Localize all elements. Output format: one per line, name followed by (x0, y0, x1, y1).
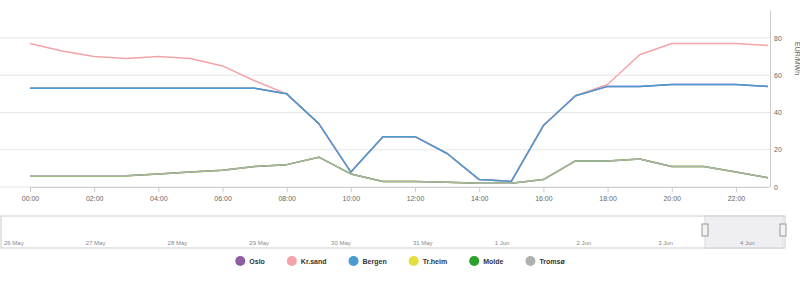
x-tick-label: 04:00 (150, 195, 168, 202)
navigator-date: 31 May (413, 240, 433, 246)
x-tick: 10:00 (343, 187, 361, 202)
legend-item[interactable]: Molde (469, 256, 503, 266)
x-axis: 00:00 02:00 04:00 06:00 08:00 10:00 12:00 14:00… (22, 187, 769, 202)
legend: Oslo Kr.sand Bergen Tr.heim Molde Tromsø (235, 256, 565, 266)
navigator-date: 28 May (168, 240, 188, 246)
legend-item[interactable]: Tromsø (525, 256, 565, 266)
grid-line (0, 187, 770, 188)
x-tick-mark (736, 187, 737, 192)
navigator-selection[interactable] (705, 216, 783, 248)
x-tick-label: 02:00 (86, 195, 104, 202)
legend-item[interactable]: Oslo (235, 256, 265, 266)
legend-swatch (235, 256, 245, 266)
x-tick: 18:00 (599, 187, 617, 202)
series-line (30, 44, 768, 182)
x-tick-mark (94, 187, 95, 192)
navigator-date: 3 Jun (658, 240, 673, 246)
navigator-handle[interactable] (780, 224, 786, 236)
series-line (30, 157, 768, 183)
legend-label: Oslo (249, 258, 265, 265)
y-tick: 0 (770, 184, 778, 191)
y-tick: 40 (770, 109, 782, 116)
navigator-date: 4 Jun (740, 240, 755, 246)
grid-line (0, 37, 770, 38)
legend-swatch (409, 256, 419, 266)
y-tick-label: 40 (774, 109, 782, 116)
legend-item[interactable]: Tr.heim (409, 256, 448, 266)
x-tick: 02:00 (86, 187, 104, 202)
x-tick-mark (351, 187, 352, 192)
navigator[interactable]: 26 May 27 May 28 May 29 May 30 May 31 May 1 Ju… (1, 216, 786, 248)
legend-label: Tromsø (539, 258, 565, 265)
navigator-date: 29 May (249, 240, 269, 246)
x-axis-line (31, 187, 769, 188)
y-axis: 0 20 40 60 80 (770, 11, 782, 191)
x-tick: 06:00 (214, 187, 232, 202)
navigator-date: 26 May (4, 240, 24, 246)
x-tick-mark (287, 187, 288, 192)
x-tick-mark (223, 187, 224, 192)
grid-line (0, 75, 770, 76)
navigator-frame (1, 216, 785, 248)
x-tick-label: 14:00 (471, 195, 489, 202)
x-tick-mark (479, 187, 480, 192)
y-tick-label: 0 (774, 184, 778, 191)
y-tick-label: 60 (774, 72, 782, 79)
x-tick-mark (543, 187, 544, 192)
navigator-handle[interactable] (702, 224, 708, 236)
x-tick-mark (158, 187, 159, 192)
y-axis-title: EUR/MWh (794, 42, 800, 75)
series-line (30, 157, 768, 183)
x-tick-label: 22:00 (728, 195, 746, 202)
legend-item[interactable]: Bergen (349, 256, 387, 266)
x-tick-mark (608, 187, 609, 192)
navigator-date: 1 Jun (495, 240, 510, 246)
series-line (30, 157, 768, 183)
x-tick-mark (672, 187, 673, 192)
x-tick-label: 18:00 (599, 195, 617, 202)
legend-swatch (349, 256, 359, 266)
legend-label: Molde (483, 258, 503, 265)
legend-swatch (469, 256, 479, 266)
legend-label: Bergen (363, 258, 387, 266)
x-tick: 00:00 (22, 187, 40, 202)
y-tick: 20 (770, 146, 782, 153)
x-tick-label: 12:00 (407, 195, 425, 202)
x-tick-label: 00:00 (22, 195, 40, 202)
x-tick: 08:00 (278, 187, 296, 202)
navigator-date: 2 Jun (576, 240, 591, 246)
y-tick-label: 80 (774, 35, 782, 42)
x-tick-label: 16:00 (535, 195, 553, 202)
x-tick: 14:00 (471, 187, 489, 202)
legend-swatch (287, 256, 297, 266)
x-tick-mark (415, 187, 416, 192)
legend-swatch (525, 256, 535, 266)
legend-label: Kr.sand (301, 258, 327, 265)
navigator-date: 30 May (331, 240, 351, 246)
x-tick: 22:00 (728, 187, 746, 202)
navigator-date: 27 May (86, 240, 106, 246)
y-tick: 60 (770, 72, 782, 79)
x-tick-label: 10:00 (343, 195, 361, 202)
legend-item[interactable]: Kr.sand (287, 256, 327, 266)
x-tick: 04:00 (150, 187, 168, 202)
y-tick-label: 20 (774, 146, 782, 153)
x-tick-label: 20:00 (663, 195, 681, 202)
y-axis-line (770, 11, 771, 188)
grid-line (0, 112, 770, 113)
plot-area (30, 44, 768, 184)
x-tick-label: 08:00 (278, 195, 296, 202)
x-tick: 20:00 (663, 187, 681, 202)
series-line (30, 85, 768, 182)
x-tick-mark (30, 187, 31, 192)
x-tick-label: 06:00 (214, 195, 232, 202)
chart: 00:00 02:00 04:00 06:00 08:00 10:00 12:00 14:00… (0, 0, 800, 284)
y-tick: 80 (770, 35, 782, 42)
x-tick: 16:00 (535, 187, 553, 202)
x-tick: 12:00 (407, 187, 425, 202)
legend-label: Tr.heim (423, 258, 448, 265)
series-line (30, 85, 768, 182)
grid-line (0, 149, 770, 150)
grid (0, 38, 770, 187)
